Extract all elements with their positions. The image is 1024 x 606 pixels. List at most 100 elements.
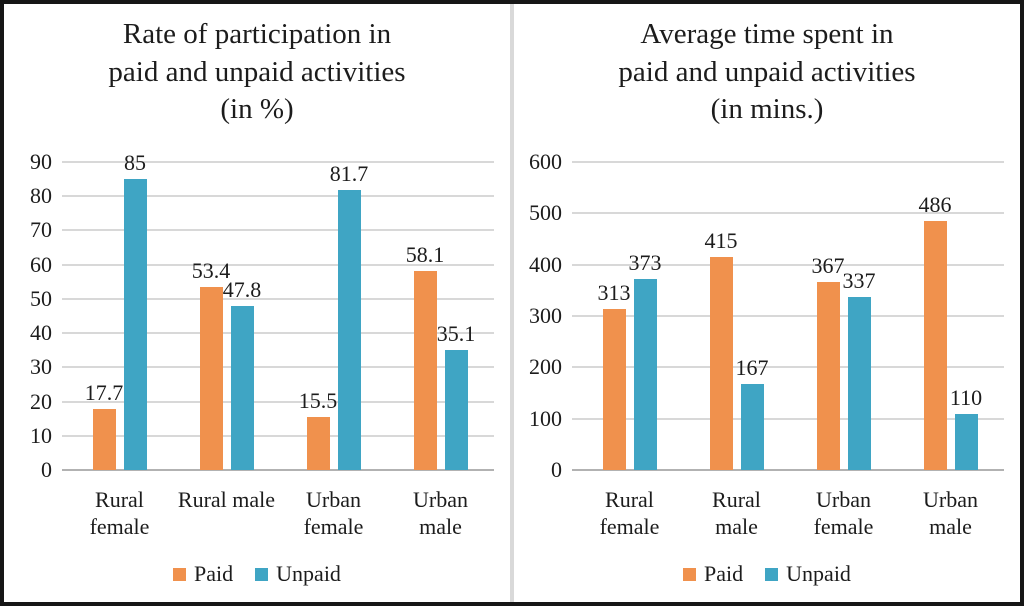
legend-label: Paid	[704, 561, 744, 586]
bar-slot: 313	[598, 162, 631, 470]
bar-slot: 53.4	[192, 162, 230, 470]
y-axis-tick-label: 40	[30, 320, 52, 346]
bar-slot: 17.7	[85, 162, 123, 470]
legend-swatch-paid	[173, 567, 187, 581]
y-axis-tick-label: 60	[30, 251, 52, 277]
gridline	[62, 195, 494, 198]
x-category-label-line: Urban	[923, 487, 978, 512]
bar-groups: 313 373 415 167 367 337 486 110	[576, 162, 1004, 470]
bar-paid-urban-female	[816, 281, 840, 470]
x-category-label-line: female	[89, 514, 150, 540]
bar-unpaid-rural-female	[633, 278, 657, 470]
bar-slot: 367	[812, 162, 845, 470]
x-axis-labels: Rural female Rural male Urban female Urban male	[576, 486, 1004, 541]
gridline	[572, 212, 1004, 215]
category-group-urban-female: 367 337	[790, 162, 897, 470]
y-axis-tick-label: 600	[529, 149, 562, 174]
bar-slot: 58.1	[406, 162, 444, 470]
x-category-label-line: male	[929, 514, 972, 540]
chart-title-line: Average time spent in	[640, 18, 894, 50]
bar-value-label: 110	[949, 384, 983, 410]
y-axis-tick-label: 500	[529, 200, 562, 226]
chart-title-line: paid and unpaid activities	[108, 55, 406, 88]
gridline	[572, 263, 1004, 266]
x-axis-labels: Rural female Rural male Urban female Urban mal…	[66, 486, 494, 541]
x-category-label-line: Urban	[816, 487, 871, 512]
legend-swatch-unpaid	[255, 567, 269, 581]
x-axis-line	[62, 469, 494, 471]
legend-swatch-paid	[683, 567, 697, 581]
bar-slot: 167	[736, 162, 769, 470]
chart-title: Average time spent in paid and unpaid act…	[520, 16, 1014, 129]
category-group-rural-male: 53.4 47.8	[173, 162, 280, 470]
plot-area: 313 373 415 167 367 337 486 110	[572, 161, 1004, 471]
x-category-label: Rural male	[173, 486, 280, 513]
x-category-label: Rural male	[683, 486, 790, 541]
bar-value-label: 35.1	[436, 320, 476, 346]
x-category-label-line: Rural	[95, 487, 144, 512]
y-axis-tick-label: 0	[551, 457, 562, 482]
legend-item-unpaid: Unpaid	[765, 561, 851, 587]
chart-title: Rate of participation in paid and unpaid …	[10, 16, 504, 129]
y-axis-tick-label: 20	[30, 388, 52, 414]
bar-value-label: 81.7	[329, 161, 369, 187]
bar-value-label: 486	[918, 191, 952, 217]
legend-swatch-unpaid	[765, 567, 779, 581]
bar-slot: 110	[950, 162, 982, 470]
bar-value-label: 58.1	[405, 242, 445, 268]
x-category-label-line: female	[599, 514, 660, 540]
chart-title-line: (in mins.)	[710, 93, 824, 126]
bar-paid-urban-male	[413, 271, 437, 470]
bar-unpaid-urban-female	[847, 297, 871, 470]
bar-groups: 17.7 85 53.4 47.8 15.5 81.7 58.1 35.1	[66, 152, 494, 470]
chart-title-line: paid and unpaid activities	[618, 55, 916, 88]
bar-value-label: 337	[842, 268, 876, 294]
bar-unpaid-rural-female	[123, 179, 147, 470]
bar-slot: 486	[919, 162, 952, 470]
bar-slot: 35.1	[437, 162, 475, 470]
category-group-rural-male: 415 167	[683, 162, 790, 470]
bar-value-label: 47.8	[222, 277, 262, 303]
x-category-label-line: male	[715, 514, 758, 540]
gridline	[62, 434, 494, 437]
gridline	[572, 161, 1004, 163]
legend: Paid Unpaid	[4, 561, 510, 587]
gridline	[62, 297, 494, 300]
bar-paid-rural-female	[92, 409, 116, 470]
x-category-label: Rural female	[576, 486, 683, 541]
bar-unpaid-urban-male	[954, 413, 978, 470]
x-category-label: Urban male	[897, 486, 1004, 541]
bar-value-label: 17.7	[84, 380, 124, 406]
bar-paid-rural-male	[709, 256, 733, 470]
y-axis-tick-label: 200	[529, 354, 562, 380]
plot-area: 17.7 85 53.4 47.8 15.5 81.7 58.1 35.1	[62, 152, 494, 471]
x-category-label-line: female	[303, 514, 364, 540]
category-group-rural-female: 313 373	[576, 162, 683, 470]
gridline	[572, 366, 1004, 369]
bar-paid-rural-female	[602, 309, 626, 470]
category-group-urban-female: 15.5 81.7	[280, 162, 387, 470]
bar-value-label: 85	[124, 150, 146, 176]
y-axis-tick-label: 50	[30, 285, 52, 311]
bar-slot: 373	[629, 162, 662, 470]
chart-panel-participation: Rate of participation in paid and unpaid …	[4, 4, 510, 602]
bar-unpaid-urban-female	[337, 190, 361, 470]
bar-slot: 15.5	[299, 162, 337, 470]
x-category-label: Urban female	[280, 486, 387, 541]
y-axis-tick-label: 90	[30, 149, 52, 174]
y-axis-tick-label: 0	[41, 457, 52, 482]
gridline	[62, 366, 494, 369]
bar-slot: 415	[705, 162, 738, 470]
y-axis-tick-label: 30	[30, 354, 52, 380]
bar-value-label: 167	[735, 355, 769, 381]
legend-label: Paid	[194, 561, 234, 586]
y-axis: 0 10 20 30 40 50 60 70 80 90	[4, 151, 58, 481]
category-group-rural-female: 17.7 85	[66, 152, 173, 470]
x-category-label-line: Urban	[306, 487, 361, 512]
x-category-label: Urban male	[387, 486, 494, 541]
bar-slot: 81.7	[330, 162, 368, 470]
x-category-label-line: Urban	[413, 487, 468, 512]
gridline	[62, 263, 494, 266]
bar-paid-rural-male	[199, 287, 223, 470]
x-category-label-line: female	[813, 514, 874, 540]
